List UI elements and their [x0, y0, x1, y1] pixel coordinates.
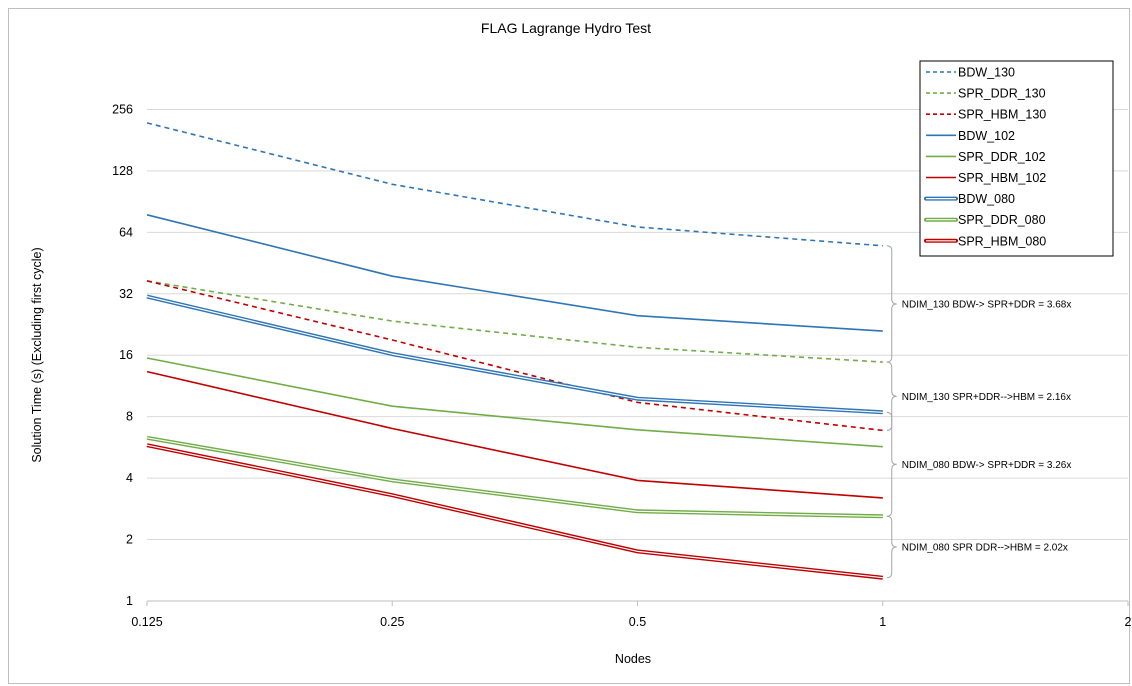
series-spr-hbm-130-line: [146, 280, 883, 432]
annotation-label: NDIM_130 SPR+DDR-->HBM = 2.16x: [902, 392, 1071, 403]
y-tick-label: 8: [126, 410, 133, 424]
x-axis-title: Nodes: [615, 652, 651, 666]
x-tick-label: 0.5: [629, 615, 646, 629]
legend-label-spr-ddr-102: SPR_DDR_102: [958, 150, 1046, 164]
legend-label-spr-hbm-102: SPR_HBM_102: [958, 171, 1046, 185]
series-bdw-130-line: [146, 122, 883, 247]
y-axis-title: Solution Time (s) (Excluding first cycle…: [30, 247, 44, 462]
y-tick-label: 4: [126, 471, 133, 485]
x-tick-label: 2: [1125, 615, 1132, 629]
annotation-bracket: [886, 245, 897, 363]
series-spr-hbm-080-line-inner: [146, 444, 883, 579]
legend-label-spr-hbm-080: SPR_HBM_080: [958, 234, 1046, 248]
y-ticks: 1 2 4 8 16 32 64 128 256: [112, 102, 133, 608]
legend-label-bdw-080: BDW_080: [958, 192, 1015, 206]
y-tick-label: 128: [112, 164, 133, 178]
series-spr-ddr-080-line: [146, 435, 883, 519]
y-tick-label: 2: [126, 533, 133, 547]
legend-label-spr-hbm-130: SPR_HBM_130: [958, 108, 1046, 122]
annotation-bracket: [886, 411, 897, 517]
x-ticks: 0.125 0.25 0.5 1 2: [131, 615, 1131, 629]
series-spr-hbm-080-line: [146, 443, 884, 580]
legend-label-spr-ddr-130: SPR_DDR_130: [958, 87, 1046, 101]
series-spr-ddr-080-line-inner: [146, 437, 883, 517]
legend-label-spr-ddr-080: SPR_DDR_080: [958, 213, 1046, 227]
x-tick-label: 1: [879, 615, 886, 629]
series-spr-hbm-102-line: [146, 370, 883, 499]
series-bdw-080-line-inner: [146, 296, 883, 413]
chart-title: FLAG Lagrange Hydro Test: [481, 20, 651, 36]
y-tick-label: 1: [126, 594, 133, 608]
annotation-label: NDIM_080 BDW-> SPR+DDR = 3.26x: [902, 460, 1072, 471]
annotation-label: NDIM_130 BDW-> SPR+DDR = 3.68x: [902, 299, 1072, 310]
axes: [146, 600, 1129, 606]
series-bdw-102-line: [146, 214, 883, 332]
series-spr-ddr-130-line: [146, 280, 883, 363]
y-tick-label: 64: [119, 225, 133, 239]
series-layer: [146, 122, 884, 580]
annotation-label: NDIM_080 SPR DDR-->HBM = 2.02x: [902, 543, 1068, 554]
series-spr-ddr-102-line: [146, 357, 883, 448]
annotation-bracket: [886, 515, 897, 579]
x-tick-label: 0.125: [131, 615, 162, 629]
x-tick-label: 0.25: [380, 615, 404, 629]
legend-label-bdw-102: BDW_102: [958, 129, 1015, 143]
y-tick-label: 16: [119, 348, 133, 362]
y-tick-label: 32: [119, 287, 133, 301]
y-tick-label: 256: [112, 102, 133, 116]
legend-label-bdw-130: BDW_130: [958, 66, 1015, 80]
annotations: NDIM_130 BDW-> SPR+DDR = 3.68x NDIM_130 S…: [886, 245, 1072, 579]
series-bdw-080-line: [146, 294, 883, 415]
legend-box: [919, 60, 1114, 257]
legend: BDW_130 SPR_DDR_130 SPR_HBM_130 BDW_102 SPR_…: [919, 60, 1114, 257]
